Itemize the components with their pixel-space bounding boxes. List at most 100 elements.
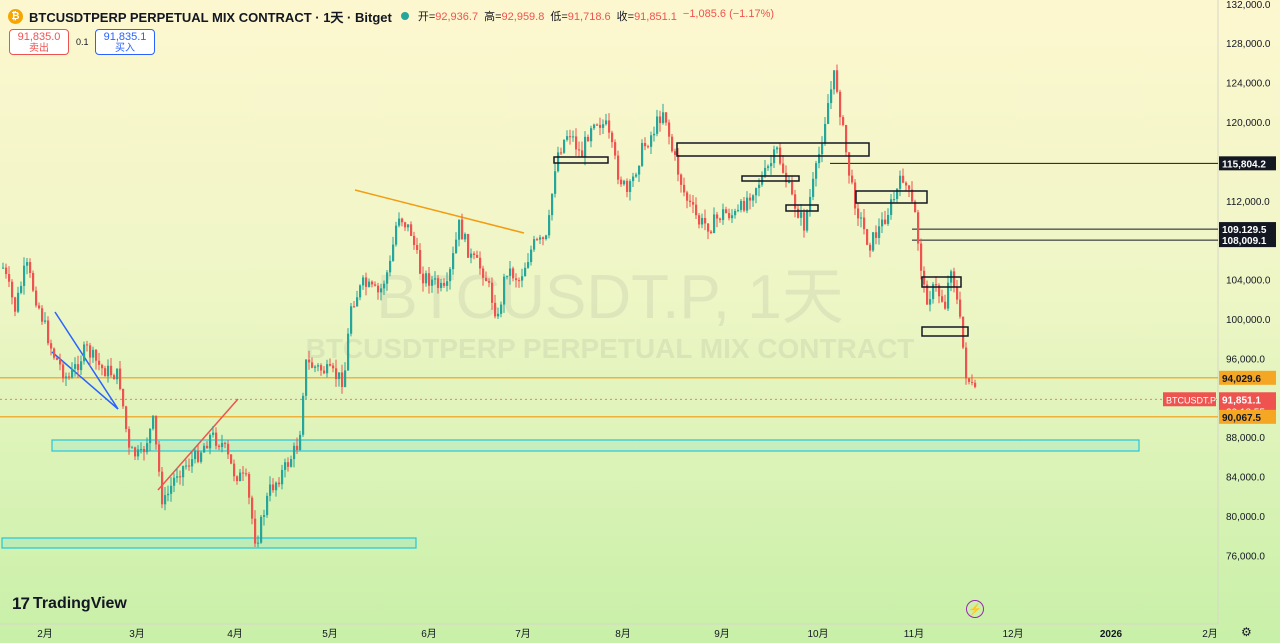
candle — [20, 281, 23, 295]
candle — [578, 141, 581, 157]
watermark-contract: BTCUSDTPERP PERPETUAL MIX CONTRACT — [306, 333, 915, 364]
candle-body — [563, 139, 566, 153]
candle-body — [68, 376, 71, 378]
candle — [800, 203, 803, 226]
candle-body — [728, 213, 731, 219]
candle — [242, 465, 245, 481]
candle-body — [797, 208, 800, 218]
candle-body — [425, 273, 428, 284]
candle-body — [521, 276, 524, 281]
candle — [503, 273, 506, 313]
candle — [518, 277, 521, 288]
buy-button[interactable]: 91,835.1 买入 — [95, 29, 155, 55]
candle — [314, 365, 317, 373]
candle-body — [200, 452, 203, 462]
candle-body — [656, 116, 659, 134]
candle — [569, 129, 572, 145]
candle-body — [320, 365, 323, 371]
close-value: 91,851.1 — [634, 11, 677, 23]
candle — [716, 211, 719, 228]
candle-body — [857, 208, 860, 219]
candle — [422, 266, 425, 292]
candle — [641, 139, 644, 167]
channel-line-blue-lower — [51, 351, 119, 410]
candle — [932, 281, 935, 304]
high-label: 高= — [484, 11, 502, 23]
candle-body — [593, 124, 596, 129]
candle — [431, 276, 434, 293]
candle — [269, 476, 272, 502]
candle — [851, 169, 854, 185]
sell-button[interactable]: 91,835.0 卖出 — [9, 29, 69, 55]
candle-body — [182, 466, 185, 478]
candle-body — [962, 316, 965, 348]
candle-body — [548, 215, 551, 236]
candle-body — [140, 449, 143, 451]
candle — [188, 458, 191, 471]
candle — [221, 434, 224, 453]
candle-body — [317, 365, 320, 367]
symbol-title[interactable]: BTCUSDTPERP PERPETUAL MIX CONTRACT · 1天 … — [29, 9, 392, 25]
candle — [941, 289, 944, 303]
price-label-text: 90,067.5 — [1222, 413, 1261, 424]
candle — [695, 197, 698, 220]
candle-body — [431, 279, 434, 286]
candle — [500, 301, 503, 318]
candle — [815, 160, 818, 187]
candle — [542, 236, 545, 246]
candle-body — [233, 463, 236, 477]
candle — [23, 257, 26, 295]
candle — [848, 152, 851, 184]
candle — [89, 342, 92, 367]
candle — [341, 364, 344, 394]
candle — [689, 194, 692, 207]
candle-body — [20, 285, 23, 293]
tradingview-logo[interactable]: 17 TradingView — [12, 594, 127, 614]
candle — [602, 119, 605, 134]
candle-body — [227, 443, 230, 455]
candle — [224, 441, 227, 449]
candle-body — [107, 365, 110, 377]
candle — [647, 144, 650, 149]
candle-body — [338, 372, 341, 380]
candle-body — [443, 282, 446, 286]
candle-body — [803, 212, 806, 231]
candle-body — [407, 224, 410, 228]
settings-gear-icon[interactable]: ⚙ — [1241, 625, 1252, 639]
candle — [512, 266, 515, 282]
candle-body — [836, 70, 839, 92]
candle — [80, 355, 83, 376]
candle-body — [608, 120, 611, 133]
candle — [662, 103, 665, 125]
candle-body — [860, 217, 863, 219]
candle-body — [398, 218, 401, 226]
candle — [383, 280, 386, 296]
candle — [455, 232, 458, 254]
candle — [164, 487, 167, 511]
candle — [293, 442, 296, 468]
candle — [374, 281, 377, 287]
y-tick-label: 132,000.0 — [1226, 0, 1271, 11]
candle — [944, 294, 947, 310]
candle-body — [8, 274, 11, 282]
candle-body — [899, 175, 902, 189]
candle-body — [710, 231, 713, 234]
candle-body — [308, 359, 311, 363]
candle — [770, 154, 773, 175]
candle — [134, 446, 137, 461]
candle-body — [575, 136, 578, 150]
candle-body — [428, 273, 431, 286]
sell-price: 91,835.0 — [17, 31, 61, 43]
lightning-icon[interactable]: ⚡ — [966, 600, 984, 618]
candle — [44, 312, 47, 324]
channel-line-blue-upper — [54, 311, 119, 410]
candle — [371, 280, 374, 288]
candle-body — [725, 209, 728, 214]
candle-body — [221, 442, 224, 448]
candles — [2, 64, 977, 548]
candle — [719, 217, 722, 223]
candle-body — [842, 117, 845, 125]
candle — [104, 365, 107, 377]
candle — [722, 203, 725, 225]
